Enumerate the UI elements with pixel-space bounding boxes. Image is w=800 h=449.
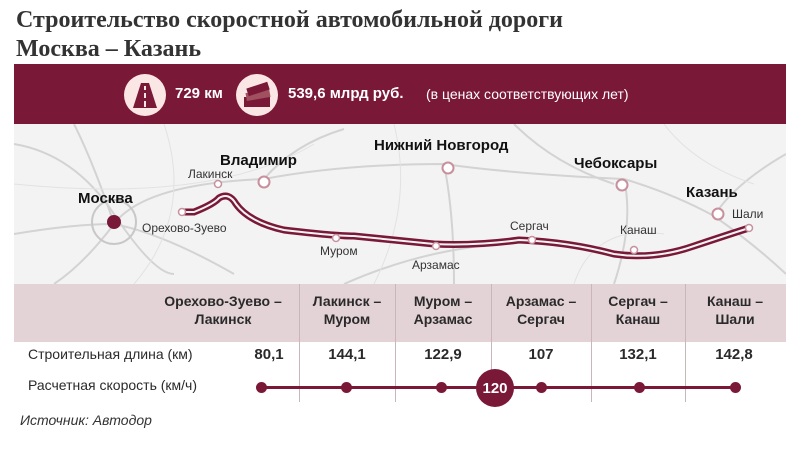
city-shali: Шали xyxy=(732,207,764,221)
segment-header-1: Орехово-Зуево – Лакинск xyxy=(164,293,282,327)
road-icon xyxy=(124,74,166,116)
segment-header-4: Арзамас – Сергач xyxy=(505,293,577,327)
city-murom: Муром xyxy=(320,244,358,258)
segment-length-4: 107 xyxy=(528,346,554,363)
segments-table: Орехово-Зуево – Лакинск Лакинск – Муром Му… xyxy=(14,284,786,407)
segment-length-1: 80,1 xyxy=(254,346,284,363)
total-cost: 539,6 млрд руб. xyxy=(288,85,404,102)
city-arzamas: Арзамас xyxy=(412,258,460,272)
speed-dot xyxy=(256,382,267,393)
city-lakinsk: Лакинск xyxy=(188,167,233,181)
city-sergach: Сергач xyxy=(510,219,549,233)
route-map: Москва Владимир Нижний Новгород Чебоксар… xyxy=(14,124,786,284)
column-divider xyxy=(591,284,592,402)
speed-dot xyxy=(436,382,447,393)
segment-header-6: Канаш – Шали xyxy=(706,293,764,327)
city-moscow: Москва xyxy=(78,190,133,207)
money-stack-icon xyxy=(236,74,278,116)
title-line-1: Строительство скоростной автомобильной д… xyxy=(16,7,563,33)
column-divider xyxy=(685,284,686,402)
row-label-length: Строительная длина (км) xyxy=(28,346,193,362)
total-length: 729 км xyxy=(175,85,223,102)
segment-length-6: 142,8 xyxy=(715,346,753,363)
column-divider xyxy=(299,284,300,402)
cost-note: (в ценах соответствующих лет) xyxy=(426,86,629,102)
city-kanash: Канаш xyxy=(620,223,657,237)
city-orekhovo-zuevo: Орехово-Зуево xyxy=(142,221,227,235)
city-nizhny-novgorod: Нижний Новгород xyxy=(374,137,509,154)
title-divider xyxy=(14,64,786,66)
segment-header-5: Сергач – Канаш xyxy=(608,293,668,327)
speed-dot xyxy=(634,382,645,393)
segment-length-5: 132,1 xyxy=(619,346,657,363)
title-line-2: Москва – Казань xyxy=(16,36,202,62)
page-title: Строительство скоростной автомобильной д… xyxy=(16,6,776,64)
summary-banner: 729 км 539,6 млрд руб. (в ценах соответс… xyxy=(14,66,786,124)
city-cheboksary: Чебоксары xyxy=(574,155,658,172)
speed-dot xyxy=(341,382,352,393)
speed-dot xyxy=(536,382,547,393)
speed-badge: 120 xyxy=(476,369,514,407)
column-divider xyxy=(395,284,396,402)
segment-header-3: Муром – Арзамас xyxy=(413,293,473,327)
city-kazan: Казань xyxy=(686,184,738,201)
table-header xyxy=(14,284,786,342)
column-divider xyxy=(491,284,492,402)
city-vladimir: Владимир xyxy=(220,152,297,169)
speed-dot xyxy=(730,382,741,393)
segment-length-2: 144,1 xyxy=(328,346,366,363)
source-note: Источник: Автодор xyxy=(20,412,152,428)
moscow-ring xyxy=(91,199,137,245)
row-label-speed: Расчетная скорость (км/ч) xyxy=(28,377,198,393)
segment-length-3: 122,9 xyxy=(424,346,462,363)
segment-header-2: Лакинск – Муром xyxy=(312,293,382,327)
